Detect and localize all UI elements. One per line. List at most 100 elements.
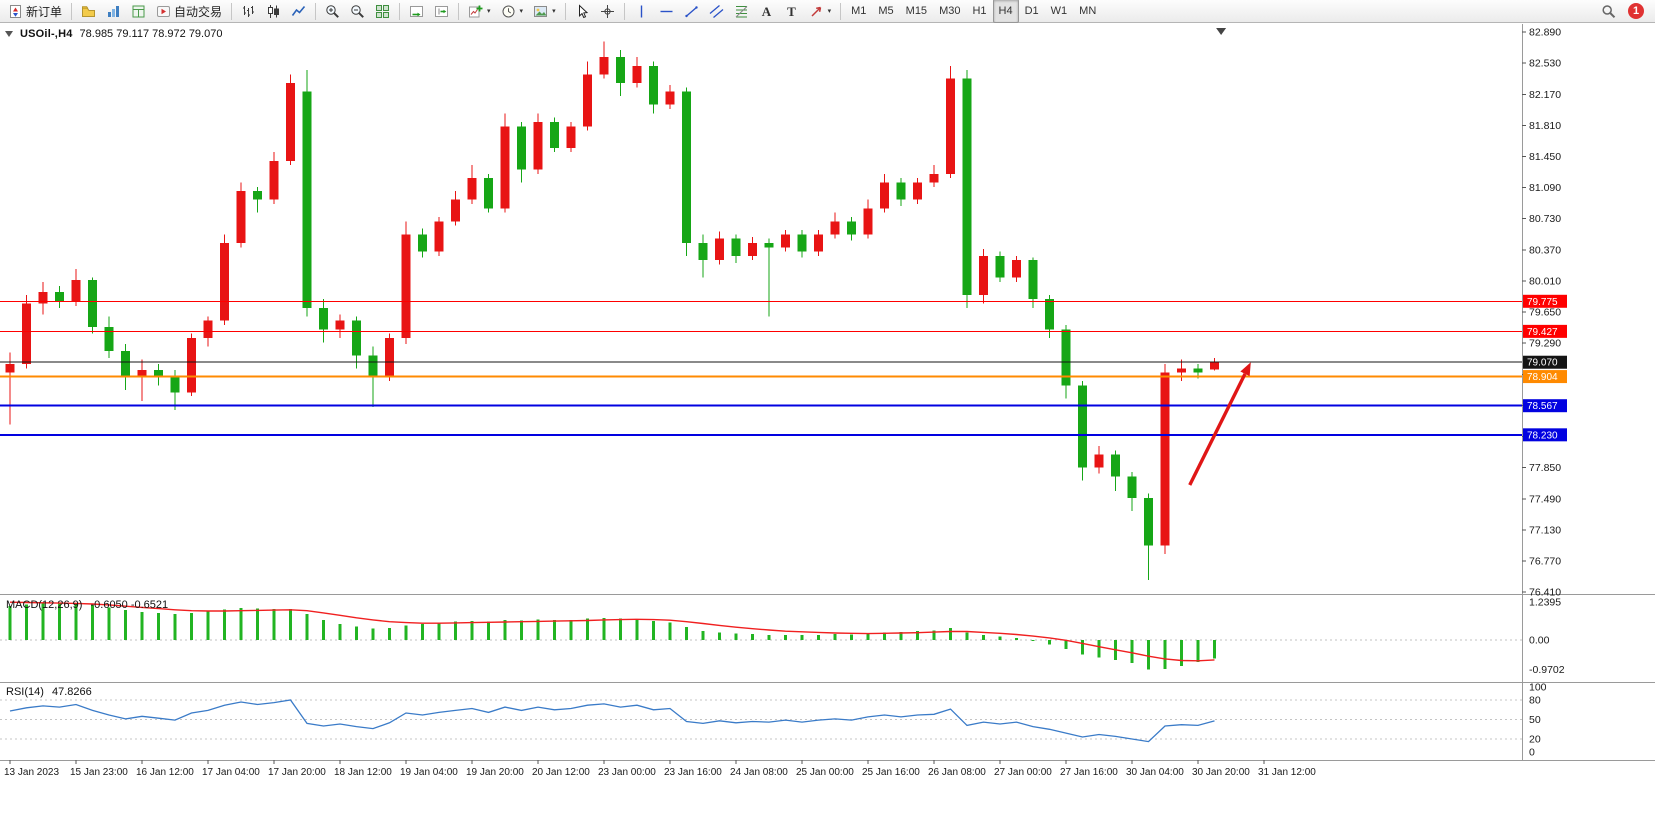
macd-histogram-bar <box>487 621 490 641</box>
price-axis-tick: 80.730 <box>1529 213 1561 225</box>
tf-d1-button[interactable]: D1 <box>1019 0 1045 23</box>
chart-shift-button[interactable] <box>429 0 454 23</box>
line-chart-button[interactable] <box>286 0 311 23</box>
price-axis-tick: 80.010 <box>1529 275 1561 287</box>
candle-body <box>731 238 741 256</box>
zoom-out-button[interactable] <box>345 0 370 23</box>
macd-histogram-bar <box>25 604 28 641</box>
svg-text:A: A <box>761 4 771 19</box>
vertical-line-button[interactable] <box>629 0 654 23</box>
candle-body <box>500 126 510 209</box>
candle-body <box>764 242 774 248</box>
price-level-badge <box>1523 370 1567 384</box>
tf-m1-button[interactable]: M1 <box>845 0 872 23</box>
auto-scroll-button[interactable] <box>404 0 429 23</box>
tf-m15-button[interactable]: M15 <box>900 0 933 23</box>
market-watch-icon <box>108 5 120 17</box>
price-axis-tick: 80.370 <box>1529 244 1561 256</box>
trendline-button[interactable] <box>679 0 704 23</box>
price-level-badge-label: 78.904 <box>1527 372 1558 383</box>
macd-histogram-bar <box>520 620 523 641</box>
time-axis-label: 17 Jan 04:00 <box>202 767 260 778</box>
macd-histogram-bar <box>767 634 771 641</box>
profiles-button[interactable] <box>76 0 101 23</box>
tf-h4-button[interactable]: H4 <box>992 0 1019 23</box>
price-axis-tick: 79.290 <box>1529 338 1561 350</box>
zoom-in-button[interactable] <box>320 0 345 23</box>
candle-body <box>929 173 939 183</box>
chart-window[interactable]: 82.890 82.530 82.170 81.810 81.450 81.090 80.7… <box>0 24 1655 824</box>
rsi-name: RSI(14) <box>6 686 44 698</box>
data-window-button[interactable] <box>126 0 151 23</box>
macd-histogram-bar <box>718 632 721 641</box>
new-order-button[interactable]: 新订单 <box>3 0 67 23</box>
toolbar-separator <box>231 2 233 20</box>
crosshair-button[interactable] <box>595 0 620 23</box>
dropdown-caret-icon: ▾ <box>519 7 524 15</box>
tf-m5-button[interactable]: M5 <box>872 0 899 23</box>
macd-histogram-bar <box>619 618 622 641</box>
macd-name: MACD(12,26,9) <box>6 599 83 611</box>
macd-histogram-bar <box>388 627 391 641</box>
auto-trading-button[interactable]: 自动交易 <box>151 0 227 23</box>
chart-shift-marker[interactable] <box>1216 28 1227 35</box>
channel-button[interactable] <box>704 0 729 23</box>
text-button[interactable]: A <box>754 0 779 23</box>
candle-body <box>1144 497 1153 546</box>
candle-body <box>38 292 48 304</box>
candle-body <box>451 199 460 222</box>
candle-body <box>418 234 427 252</box>
new-chart-button[interactable]: ▾ <box>463 0 496 23</box>
search-button[interactable] <box>1596 0 1621 23</box>
tf-d1-button-label: D1 <box>1024 5 1039 17</box>
zoom-in-icon <box>326 4 339 18</box>
macd-histogram-bar <box>685 627 688 641</box>
tile-windows-button[interactable] <box>370 0 395 23</box>
macd-axis-tick: -0.9702 <box>1529 664 1565 676</box>
label-button[interactable]: T <box>779 0 804 23</box>
candle-body <box>203 320 213 339</box>
market-watch-button[interactable] <box>101 0 126 23</box>
periods-button[interactable]: ▾ <box>496 0 529 23</box>
cursor-button[interactable] <box>570 0 595 23</box>
candlestick-button[interactable] <box>261 0 286 23</box>
tf-w1-button[interactable]: W1 <box>1045 0 1074 23</box>
candle-body <box>286 83 295 161</box>
one-click-trading-toggle[interactable] <box>5 31 13 37</box>
rsi-line <box>9 699 1215 743</box>
macd-histogram-bar <box>668 622 672 641</box>
macd-histogram-bar <box>1048 640 1051 645</box>
rsi-axis-tick: 50 <box>1529 714 1541 726</box>
price-chart[interactable]: 82.890 82.530 82.170 81.810 81.450 81.090 80.7… <box>0 24 1655 824</box>
price-level-badge <box>1523 294 1567 308</box>
main-toolbar: 新订单 自动交易 ▾ ▾ ▾ A T ▾ M1 M5 M15 M30 H1 H4 D1 W1 MN 1 <box>0 0 1655 23</box>
price-axis-tick: 82.890 <box>1529 27 1561 39</box>
notification-badge[interactable]: 1 <box>1628 3 1644 19</box>
time-axis-label: 17 Jan 20:00 <box>268 767 326 778</box>
trend-arrow-annotation[interactable] <box>1188 373 1247 486</box>
candle-body <box>814 234 823 252</box>
macd-histogram-bar <box>173 614 177 641</box>
fibonacci-button[interactable] <box>729 0 754 23</box>
candle-body <box>187 338 196 393</box>
candle-body <box>137 370 147 377</box>
macd-axis-tick: 0.00 <box>1529 635 1550 647</box>
macd-histogram-bar <box>91 605 94 641</box>
tf-mn-button[interactable]: MN <box>1073 0 1102 23</box>
tf-m30-button[interactable]: M30 <box>933 0 966 23</box>
macd-histogram-bar <box>916 630 919 641</box>
trend-arrow-head[interactable] <box>1240 362 1251 377</box>
toolbar-separator <box>399 2 401 20</box>
horizontal-line-button[interactable] <box>654 0 679 23</box>
bar-chart-button[interactable] <box>236 0 261 23</box>
candle-body <box>649 65 658 105</box>
vertical-line-icon <box>640 5 642 17</box>
templates-button[interactable]: ▾ <box>528 0 561 23</box>
macd-axis-tick: 1.2395 <box>1529 597 1561 609</box>
candle-body <box>170 376 180 393</box>
arrows-button[interactable]: ▾ <box>804 0 837 23</box>
ohlc-readout: 78.985 79.117 78.972 79.070 <box>79 28 223 40</box>
tf-h1-button[interactable]: H1 <box>966 0 992 23</box>
macd-histogram-bar <box>1097 640 1101 658</box>
price-axis-tick: 81.450 <box>1529 151 1561 163</box>
